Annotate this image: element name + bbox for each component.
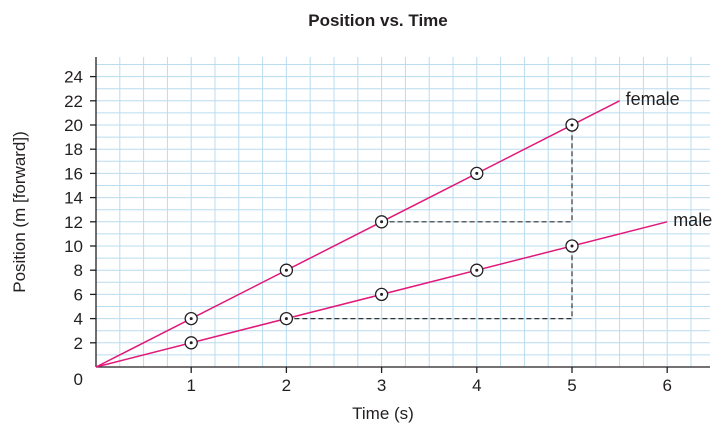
data-point-center [189, 341, 193, 345]
y-tick-label: 10 [64, 237, 83, 256]
x-tick-label: 3 [377, 376, 386, 395]
y-tick-label: 20 [64, 116, 83, 135]
y-tick-label: 18 [64, 140, 83, 159]
series-label-female: female [626, 89, 680, 109]
y-tick-label: 16 [64, 164, 83, 183]
origin-label: 0 [74, 370, 83, 389]
y-tick-label: 14 [64, 189, 83, 208]
axes [90, 57, 710, 373]
data-point-center [570, 244, 574, 248]
y-tick-label: 4 [74, 310, 83, 329]
chart-title: Position vs. Time [308, 11, 448, 30]
x-tick-label: 6 [662, 376, 671, 395]
y-tick-label: 24 [64, 68, 83, 87]
y-tick-label: 6 [74, 285, 83, 304]
y-tick-label: 12 [64, 213, 83, 232]
y-tick-label: 8 [74, 261, 83, 280]
y-axis-label: Position (m [forward]) [10, 131, 29, 293]
data-point-center [380, 292, 384, 296]
data-point-center [570, 123, 574, 127]
x-tick-label: 2 [282, 376, 291, 395]
data-point-center [284, 268, 288, 272]
x-tick-label: 5 [567, 376, 576, 395]
data-point-center [475, 268, 479, 272]
y-tick-label: 22 [64, 92, 83, 111]
x-tick-label: 4 [472, 376, 481, 395]
data-point-center [284, 317, 288, 321]
y-tick-label: 2 [74, 334, 83, 353]
x-tick-label: 1 [186, 376, 195, 395]
data-point-center [380, 220, 384, 224]
data-points [184, 118, 579, 350]
grid [96, 57, 710, 367]
series-label-male: male [673, 210, 712, 230]
data-point-center [475, 171, 479, 175]
series-line-female [95, 100, 620, 368]
x-axis-label: Time (s) [352, 404, 414, 423]
data-point-center [189, 317, 193, 321]
